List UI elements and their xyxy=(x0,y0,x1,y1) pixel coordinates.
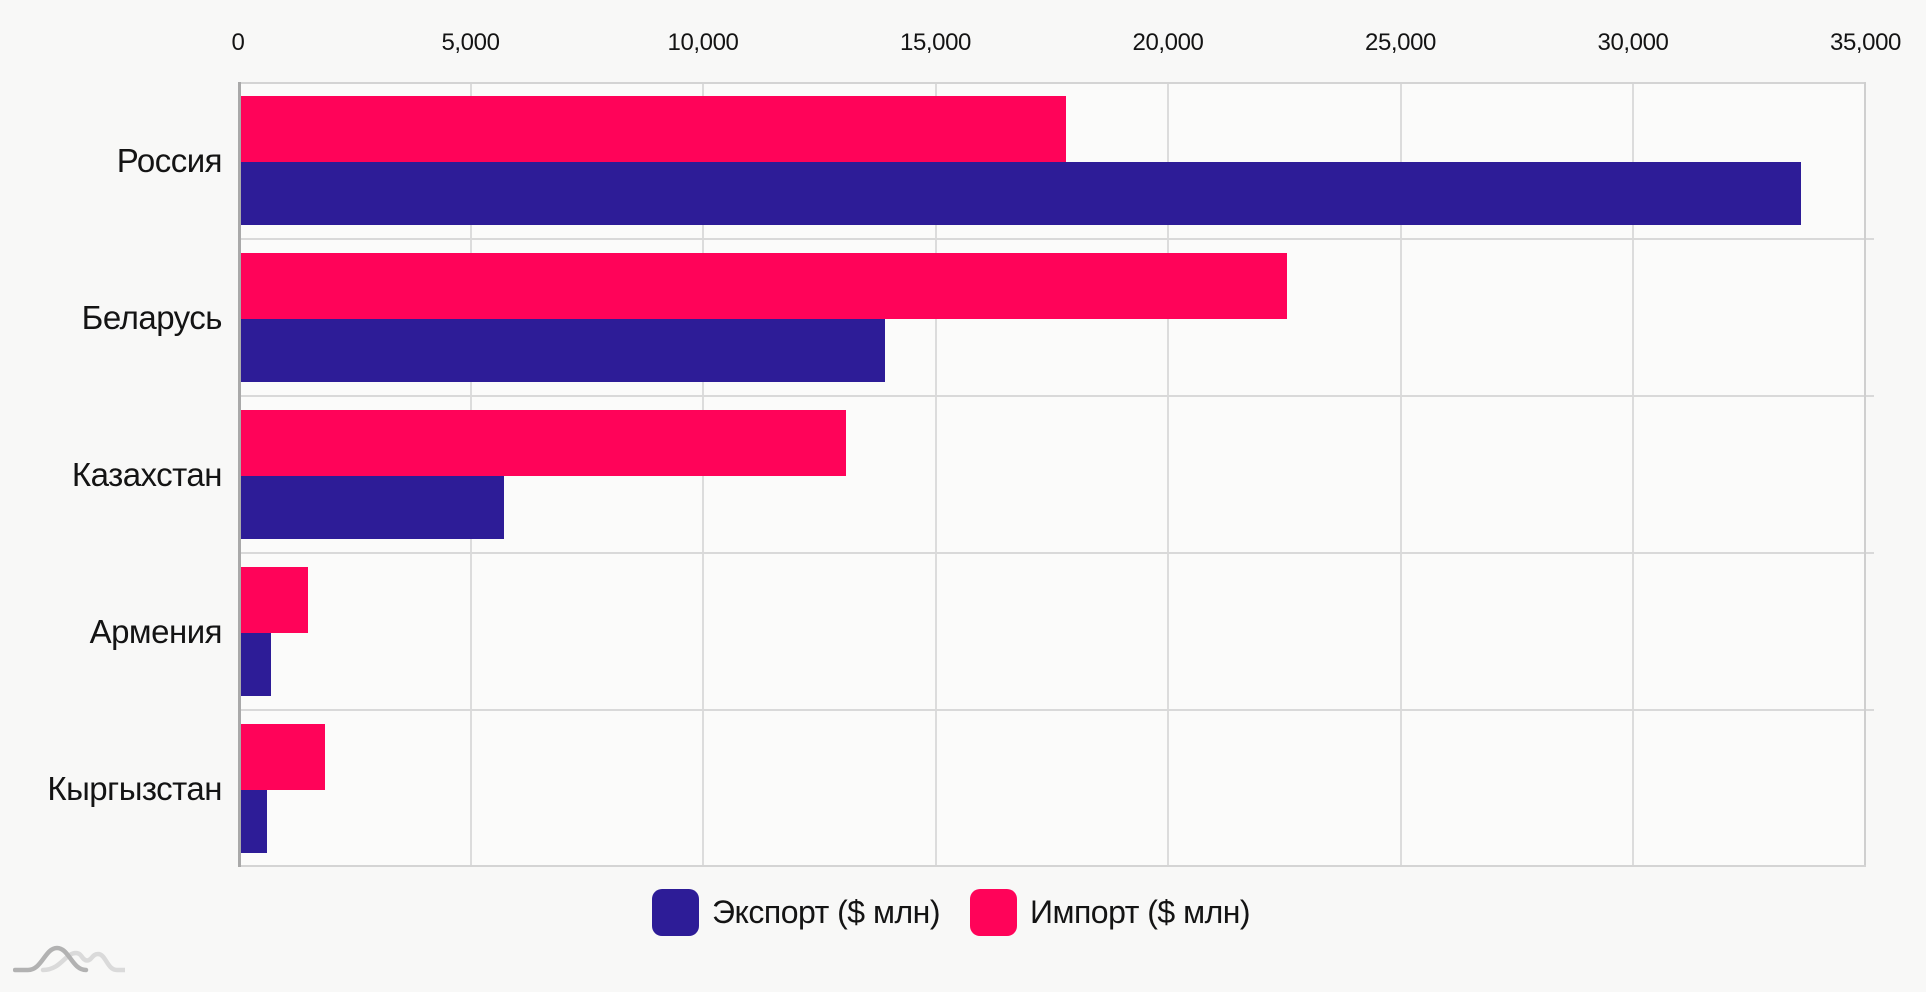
category-label: Армения xyxy=(89,612,223,650)
x-tick-label: 5,000 xyxy=(441,29,500,56)
wave-curves-logo-icon xyxy=(13,945,125,973)
plot-right-border xyxy=(1864,82,1866,867)
x-tick-label: 20,000 xyxy=(1132,29,1204,56)
x-tick-label: 30,000 xyxy=(1597,29,1669,56)
gridline xyxy=(1167,82,1169,867)
x-tick-label: 35,000 xyxy=(1829,29,1902,56)
group-separator xyxy=(238,238,1874,240)
legend: Экспорт ($ млн) Импорт ($ млн) xyxy=(652,887,1251,937)
gridline xyxy=(934,82,937,867)
bar-export-0 xyxy=(241,162,1801,225)
bar-import-4 xyxy=(241,724,325,790)
category-label: Россия xyxy=(116,141,223,179)
category-label: Кыргызстан xyxy=(47,769,222,807)
legend-label-export: Экспорт ($ млн) xyxy=(712,894,940,930)
bar-export-3 xyxy=(241,633,271,696)
category-label: Беларусь xyxy=(81,298,223,336)
x-tick-label: 10,000 xyxy=(667,29,739,56)
plot-top-border xyxy=(238,82,1866,84)
legend-item-export: Экспорт ($ млн) xyxy=(652,887,940,937)
bar-import-0 xyxy=(241,96,1066,162)
category-label: Казахстан xyxy=(71,455,223,493)
group-separator xyxy=(238,395,1874,397)
legend-swatch-import xyxy=(969,888,1017,936)
gridline xyxy=(1632,82,1634,867)
x-tick-label: 25,000 xyxy=(1364,29,1437,56)
group-separator xyxy=(238,709,1874,711)
value-axis-line xyxy=(238,82,241,867)
plot-area xyxy=(238,82,1874,867)
group-separator xyxy=(238,552,1874,554)
bar-export-2 xyxy=(241,476,504,539)
bar-import-2 xyxy=(241,410,846,476)
gridline xyxy=(1399,82,1402,867)
legend-item-import: Импорт ($ млн) xyxy=(969,887,1251,937)
legend-label-import: Импорт ($ млн) xyxy=(1029,894,1251,930)
bar-export-1 xyxy=(241,319,885,382)
bar-import-1 xyxy=(241,253,1287,319)
bar-export-4 xyxy=(241,790,267,853)
x-tick-label: 0 xyxy=(231,29,245,56)
bar-import-3 xyxy=(241,567,308,633)
x-tick-label: 15,000 xyxy=(899,29,972,56)
legend-swatch-export xyxy=(652,888,699,936)
plot-bottom-border xyxy=(238,865,1866,867)
